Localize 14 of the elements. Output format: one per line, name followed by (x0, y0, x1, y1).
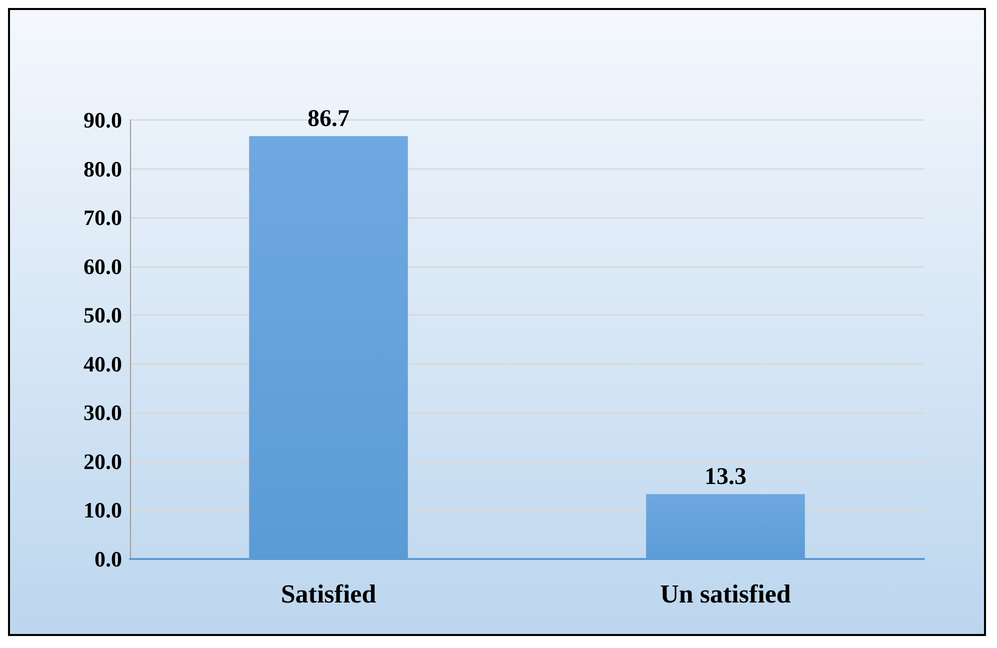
y-tick-label: 50.0 (84, 302, 122, 328)
y-tick-label: 30.0 (84, 400, 122, 426)
x-tick-label: Un satisfied (660, 580, 792, 608)
y-tick-label: 90.0 (84, 108, 122, 132)
y-tick-label: 70.0 (84, 205, 122, 230)
data-label: 86.7 (308, 106, 350, 132)
y-tick-label: 0.0 (94, 546, 122, 572)
y-tick-label: 40.0 (84, 351, 122, 376)
y-tick-label: 60.0 (84, 254, 122, 279)
y-tick-label: 80.0 (84, 156, 122, 182)
data-label: 13.3 (704, 464, 746, 490)
y-tick-label: 20.0 (84, 448, 122, 474)
x-tick-label: Satisfied (280, 580, 377, 608)
y-tick-label: 10.0 (84, 498, 122, 523)
